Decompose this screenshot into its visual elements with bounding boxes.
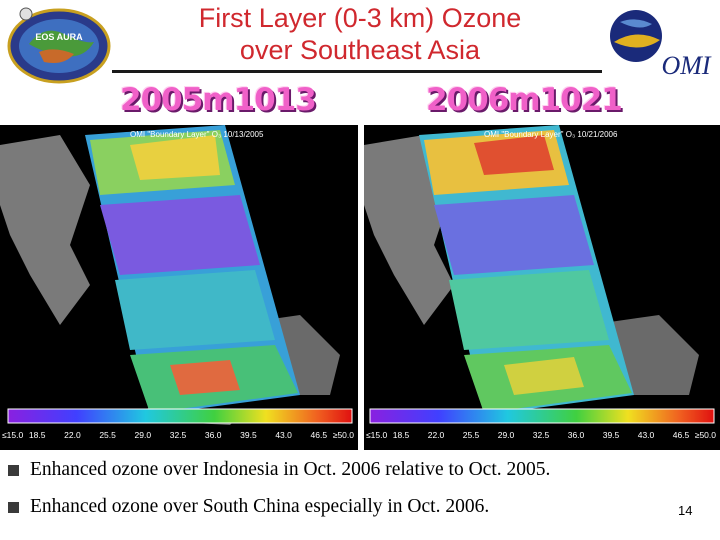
colorbar-tick-label: ≤15.0 (2, 430, 23, 440)
svg-text:OMI "Boundary Layer" O₃ 10/13/: OMI "Boundary Layer" O₃ 10/13/2005 (130, 130, 264, 139)
colorbar-tick-label: 39.5 (240, 430, 257, 440)
colorbar-tick-label: 36.0 (205, 430, 222, 440)
title-underline (112, 70, 602, 73)
svg-text:OMI: OMI (661, 51, 711, 78)
title-line-2: over Southeast Asia (239, 35, 481, 65)
colorbar-tick-label: ≥50.0 (333, 430, 354, 440)
colorbar-tick-label: 18.5 (393, 430, 410, 440)
slide-title: First Layer (0-3 km) Ozone over Southeas… (110, 2, 610, 66)
page-number: 14 (678, 503, 693, 518)
bullet-marker (8, 502, 19, 513)
date-label-2006: 2006m1021 (426, 82, 623, 118)
colorbar-tick-label: 22.0 (64, 430, 81, 440)
colorbar-tick-label: 46.5 (673, 430, 690, 440)
colorbar-tick-label: 29.0 (135, 430, 152, 440)
colorbar-tick-label: 29.0 (498, 430, 515, 440)
colorbar-tick-label: 32.5 (533, 430, 550, 440)
colorbar-tick-label: 43.0 (275, 430, 292, 440)
bullet-text-south-china: Enhanced ozone over South China especial… (30, 496, 490, 517)
svg-text:EOS AURA: EOS AURA (35, 32, 83, 42)
bullet-text-indonesia: Enhanced ozone over Indonesia in Oct. 20… (30, 459, 551, 480)
colorbar-tick-label: 25.5 (99, 430, 116, 440)
ozone-map-2005: OMI "Boundary Layer" O₃ 10/13/2005 ≤15.0… (0, 125, 358, 450)
title-line-1: First Layer (0-3 km) Ozone (198, 3, 522, 33)
colorbar-tick-label: 39.5 (603, 430, 620, 440)
colorbar-tick-label: ≤15.0 (366, 430, 387, 440)
colorbar-tick-label: 25.5 (463, 430, 480, 440)
colorbar-tick-label: 46.5 (311, 430, 328, 440)
eos-aura-logo: EOS AURA (7, 7, 111, 84)
ozone-map-2006: OMI "Boundary Layer" O₃ 10/21/2006 ≤15.0… (364, 125, 720, 450)
svg-text:OMI "Boundary Layer" O₃ 10/21/: OMI "Boundary Layer" O₃ 10/21/2006 (484, 130, 618, 139)
colorbar-tick-label: 43.0 (638, 430, 655, 440)
date-label-2005: 2005m1013 (120, 82, 317, 118)
omi-logo: OMI (610, 10, 712, 78)
bullet-marker (8, 465, 19, 476)
colorbar-tick-label: 32.5 (170, 430, 187, 440)
colorbar-tick-label: 22.0 (428, 430, 445, 440)
colorbar-tick-label: ≥50.0 (695, 430, 716, 440)
colorbar-tick-label: 18.5 (29, 430, 46, 440)
colorbar-tick-label: 36.0 (568, 430, 585, 440)
